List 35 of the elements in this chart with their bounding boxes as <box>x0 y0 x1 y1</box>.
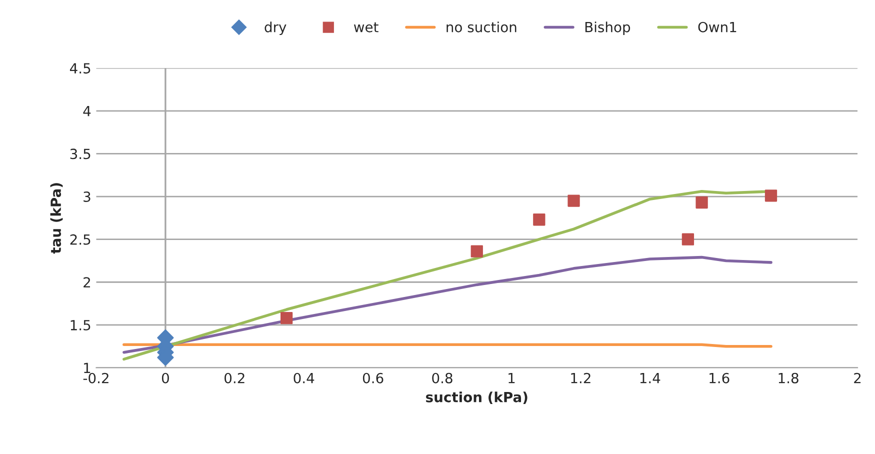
x-tick-label: 1.2 <box>571 372 590 384</box>
point <box>470 245 483 258</box>
y-tick-label: 4 <box>83 106 91 116</box>
point <box>682 233 694 246</box>
x-tick-label: 1.6 <box>710 372 730 384</box>
x-tick-label: 1.4 <box>640 373 660 384</box>
point <box>568 194 580 207</box>
y-tick-label: 4.5 <box>70 63 90 74</box>
x-tick-label: 2 <box>854 372 861 384</box>
y-tick-label: 2 <box>84 277 90 288</box>
point <box>764 190 778 202</box>
x-tick-label: 1 <box>508 373 515 384</box>
legend-label: Own1 <box>698 22 736 32</box>
y-axis-title: tau (kPa) <box>50 183 63 254</box>
point <box>696 196 708 209</box>
x-tick-label: 1.8 <box>778 372 798 384</box>
y-tick-label: 2.5 <box>70 234 90 245</box>
y-tick-label: 1.5 <box>70 320 90 330</box>
line-series <box>122 256 772 354</box>
point <box>280 312 293 324</box>
x-tick-label: 0.6 <box>362 372 384 384</box>
x-tick-label: 0.8 <box>432 372 452 384</box>
legend-label: dry <box>264 22 286 36</box>
point <box>533 214 546 226</box>
x-tick-label: -0.2 <box>83 372 108 384</box>
legend-label: Bishop <box>585 22 630 36</box>
x-tick-label: 0 <box>162 372 169 384</box>
y-tick-label: 3 <box>84 191 90 202</box>
y-tick-label: 1 <box>84 362 90 374</box>
y-tick-label: 3.5 <box>70 148 90 160</box>
x-tick-label: 0.4 <box>294 372 314 384</box>
legend-label: no suction <box>446 22 516 32</box>
x-tick-label: 0.2 <box>224 372 244 384</box>
legend-label: wet <box>354 22 378 32</box>
x-axis-title: suction (kPa) <box>426 392 528 404</box>
